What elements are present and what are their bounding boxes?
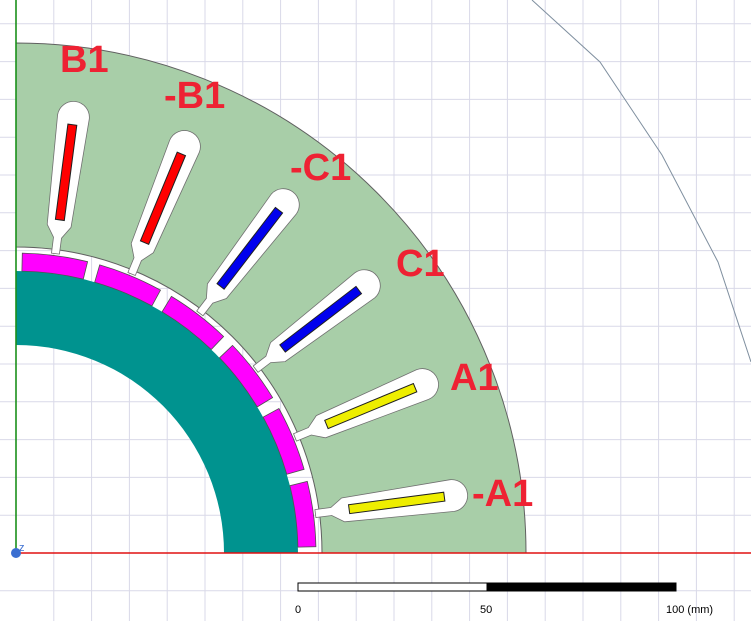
magnet-segment — [262, 407, 305, 475]
magnet-segment — [21, 252, 89, 280]
magnets — [21, 252, 317, 548]
scale-bar: 0 50 100 (mm) — [295, 582, 713, 616]
scale-bar-black-segment — [486, 582, 677, 592]
scale-label-50: 50 — [480, 604, 492, 616]
phase-label-neg-c1: -C1 — [290, 147, 351, 189]
coils — [54, 123, 446, 515]
origin-marker[interactable] — [11, 548, 21, 558]
scale-bar-white-segment — [297, 582, 488, 592]
motor-cross-section[interactable] — [15, 42, 527, 554]
coil-bar — [139, 151, 187, 245]
coil-bar — [216, 206, 284, 290]
magnet-segment — [161, 295, 225, 351]
magnet-segment — [289, 480, 317, 548]
phase-label-neg-b1: -B1 — [164, 75, 225, 117]
phase-labels: B1 -B1 -C1 C1 A1 -A1 — [60, 39, 533, 515]
magnet-segment — [218, 344, 274, 408]
outer-boundary-arc — [531, 0, 751, 363]
magnet-segment — [94, 264, 162, 307]
scale-label-100: 100 (mm) — [666, 604, 713, 616]
rotor-core[interactable] — [16, 271, 298, 553]
scale-label-0: 0 — [295, 604, 301, 616]
stator-core[interactable] — [15, 42, 527, 554]
phase-label-neg-a1: -A1 — [472, 473, 533, 515]
coil-bar — [347, 491, 446, 515]
phase-label-a1: A1 — [450, 357, 499, 399]
coil-bar — [54, 123, 78, 222]
coil-bar — [324, 382, 418, 430]
coil-bar — [279, 285, 363, 353]
phase-label-c1: C1 — [396, 243, 445, 285]
phase-label-b1: B1 — [60, 39, 109, 81]
origin-z-glyph: z — [19, 542, 25, 554]
